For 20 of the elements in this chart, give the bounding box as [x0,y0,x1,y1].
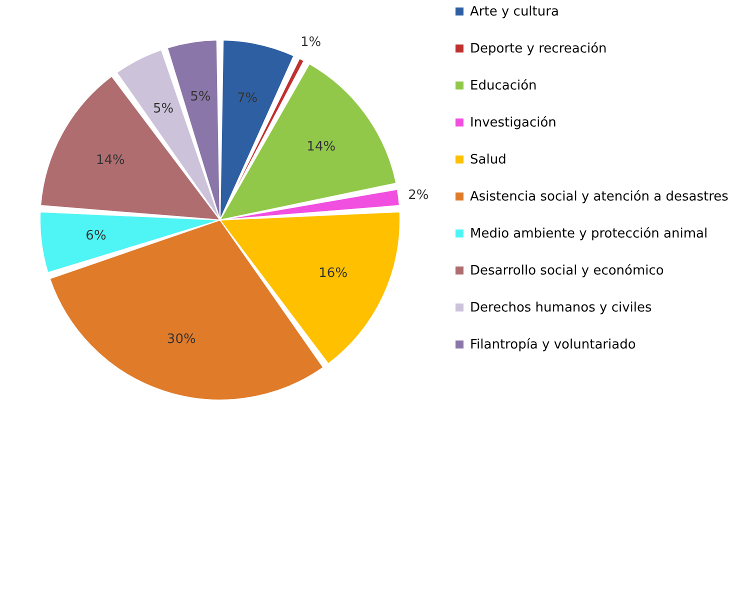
legend-label: Filantropía y voluntariado [470,338,636,352]
data-label: 2% [408,188,429,203]
legend-label: Asistencia social y atención a desastres [470,190,729,204]
data-label: 5% [190,90,211,105]
data-label: 1% [300,34,322,50]
legend-label: Educación [470,78,537,94]
legend-label: Investigación [470,116,556,130]
legend-label: Salud [470,152,506,168]
data-label: 14% [306,140,336,155]
legend-label: Derechos humanos y civiles [470,300,652,316]
data-label: 30% [166,332,196,347]
legend-label: Desarrollo social y económico [470,264,664,278]
legend-label: Deporte y recreación [470,42,607,56]
data-label: 16% [318,266,348,282]
data-label: 5% [152,102,174,117]
data-label: 6% [86,228,106,244]
legend-label: Medio ambiente y protección animal [470,226,708,242]
data-label: 7% [236,91,258,106]
data-label: 14% [96,152,125,168]
legend-label: Arte y cultura [470,4,559,20]
